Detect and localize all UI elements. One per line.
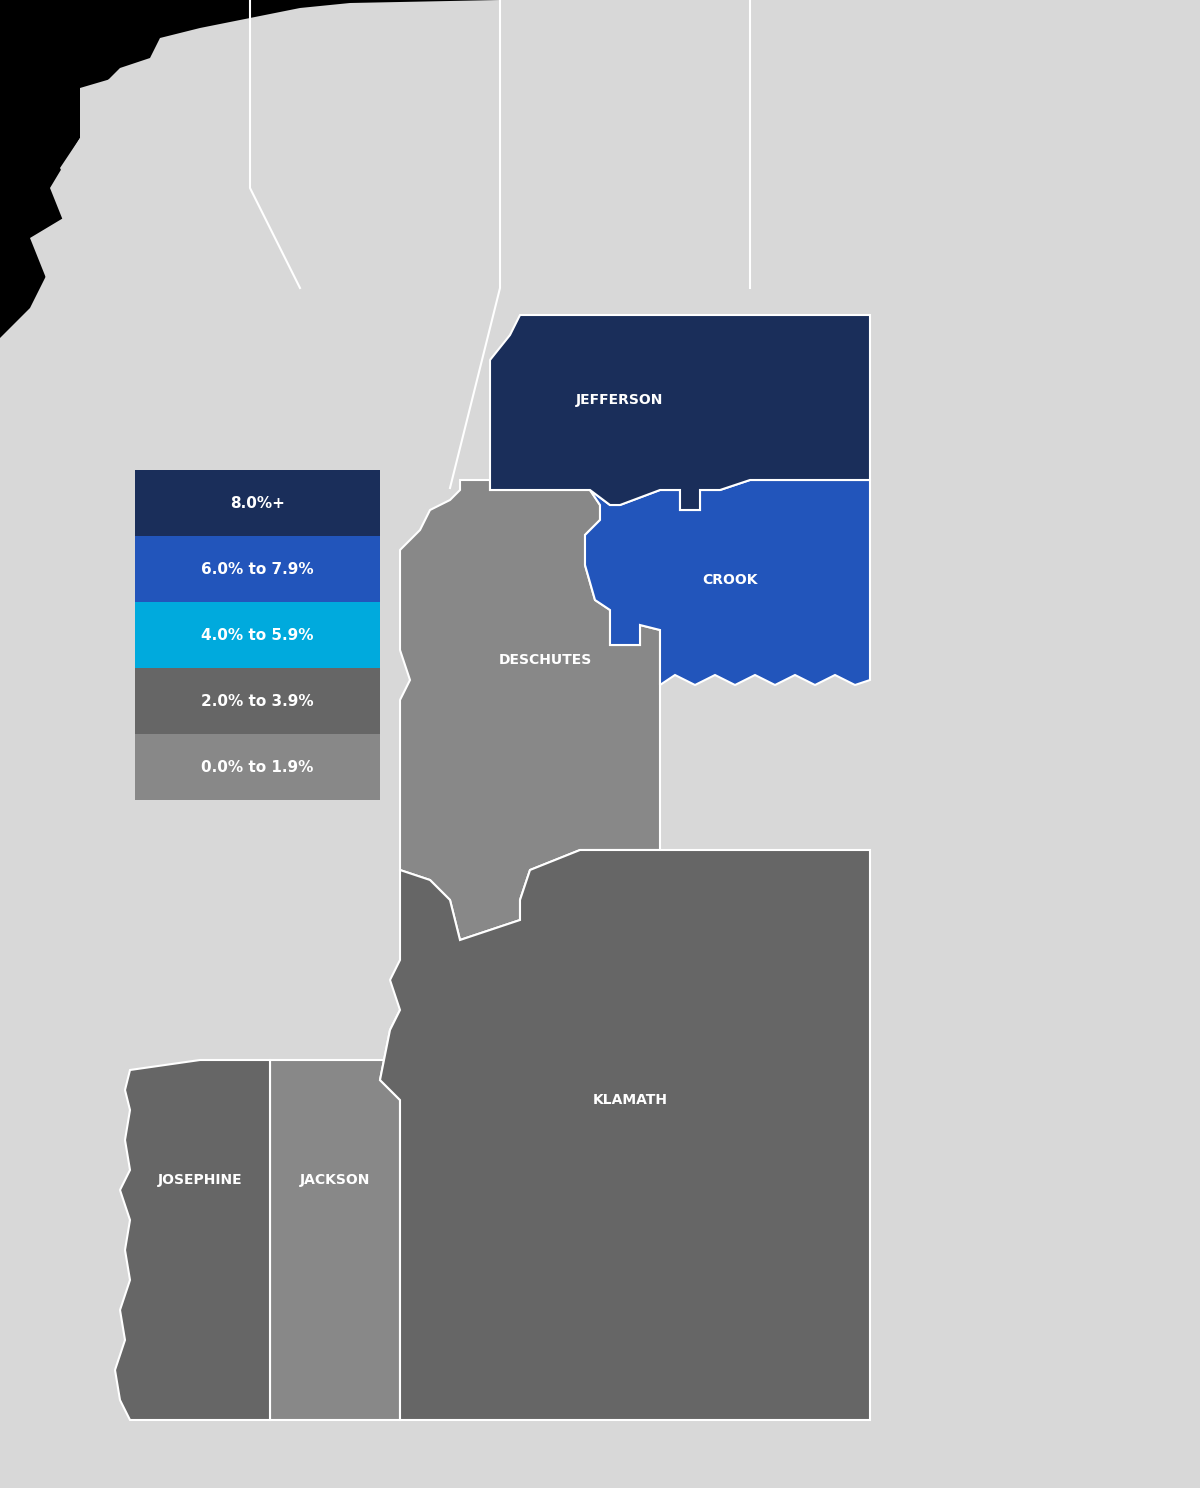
Polygon shape	[584, 481, 870, 684]
Text: JEFFERSON: JEFFERSON	[576, 393, 664, 408]
FancyBboxPatch shape	[136, 668, 380, 734]
FancyBboxPatch shape	[136, 536, 380, 603]
Polygon shape	[400, 481, 660, 940]
Text: CROOK: CROOK	[702, 573, 757, 586]
FancyBboxPatch shape	[136, 470, 380, 536]
Polygon shape	[490, 315, 870, 510]
Text: 6.0% to 7.9%: 6.0% to 7.9%	[202, 561, 314, 576]
FancyBboxPatch shape	[136, 734, 380, 801]
Text: KLAMATH: KLAMATH	[593, 1094, 667, 1107]
Text: 2.0% to 3.9%: 2.0% to 3.9%	[202, 693, 314, 708]
Text: DESCHUTES: DESCHUTES	[498, 653, 592, 667]
Text: 8.0%+: 8.0%+	[230, 496, 284, 510]
Text: JOSEPHINE: JOSEPHINE	[157, 1173, 242, 1187]
Text: 4.0% to 5.9%: 4.0% to 5.9%	[202, 628, 313, 643]
Polygon shape	[270, 1010, 400, 1420]
Polygon shape	[115, 1059, 270, 1420]
FancyBboxPatch shape	[136, 603, 380, 668]
Polygon shape	[380, 850, 870, 1420]
Text: 0.0% to 1.9%: 0.0% to 1.9%	[202, 759, 313, 774]
Text: JACKSON: JACKSON	[300, 1173, 370, 1187]
